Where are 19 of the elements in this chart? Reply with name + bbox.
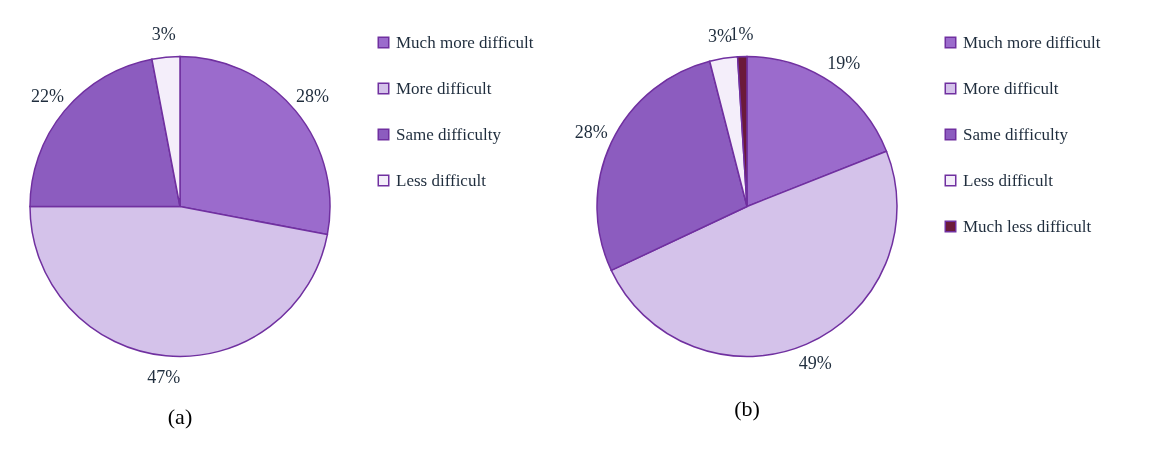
legend-label: Much less difficult	[963, 216, 1092, 236]
legend-label: Less difficult	[396, 170, 487, 190]
legend-label: Less difficult	[963, 170, 1054, 190]
legend-label: Much more difficult	[963, 32, 1101, 52]
legend-label: More difficult	[963, 78, 1059, 98]
data-label: 3%	[708, 25, 733, 46]
legend-label: More difficult	[396, 78, 492, 98]
data-label: 22%	[30, 85, 64, 106]
data-label: 47%	[147, 366, 181, 387]
data-label: 28%	[574, 122, 608, 143]
text: (a)	[167, 403, 193, 429]
data-label: 19%	[827, 53, 861, 74]
legend-label: Much more difficult	[396, 32, 534, 52]
legend-label: Same difficulty	[396, 124, 502, 144]
data-label: 28%	[296, 85, 330, 106]
text: (b)	[734, 396, 760, 421]
legend-label: Same difficulty	[963, 124, 1069, 144]
data-label: 49%	[798, 353, 832, 374]
data-label: 3%	[151, 24, 176, 45]
